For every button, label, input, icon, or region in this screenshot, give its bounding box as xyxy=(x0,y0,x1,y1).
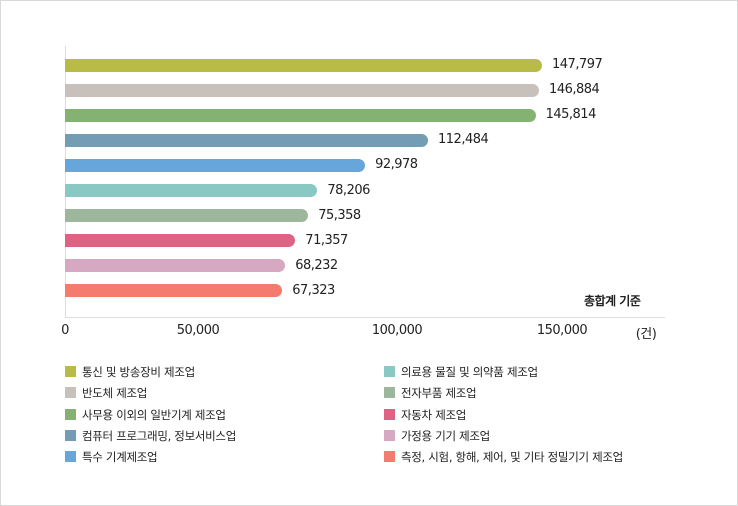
data-label: 68,232 xyxy=(295,257,338,273)
data-label: 92,978 xyxy=(375,157,418,173)
legend-swatch xyxy=(384,429,395,441)
bar xyxy=(65,184,318,197)
legend-label: 사무용 이외의 일반기계 제조업 xyxy=(82,407,226,422)
bar xyxy=(65,259,286,273)
x-tick-label: 50,000 xyxy=(176,323,220,338)
bar xyxy=(65,83,540,97)
legend-item: 의료용 물질 및 의약품 제조업 xyxy=(384,365,538,379)
legend-item: 전자부품 제조업 xyxy=(384,386,477,401)
x-tick-label: 0 xyxy=(61,323,69,338)
legend-label: 의료용 물질 및 의약품 제조업 xyxy=(401,365,538,379)
legend-label: 측정, 시험, 항해, 제어, 및 기타 정밀기기 제조업 xyxy=(401,450,623,465)
data-label: 71,357 xyxy=(305,232,348,248)
legend-swatch xyxy=(65,429,76,441)
legend-label: 전자부품 제조업 xyxy=(401,386,477,401)
x-axis-line xyxy=(65,317,665,318)
legend-swatch xyxy=(65,366,76,377)
legend-item: 측정, 시험, 항해, 제어, 및 기타 정밀기기 제조업 xyxy=(384,450,623,464)
legend-item: 가정용 기기 제조업 xyxy=(384,429,490,443)
legend-item: 자동차 제조업 xyxy=(384,408,466,422)
bar xyxy=(65,58,542,72)
annotation: 총합계 기준 xyxy=(584,294,641,308)
bar xyxy=(65,133,429,147)
y-axis-line xyxy=(65,46,66,317)
unit-label: (건) xyxy=(635,327,657,342)
data-label: 78,206 xyxy=(327,182,370,198)
bar xyxy=(65,209,309,223)
bar xyxy=(65,158,366,172)
legend-label: 컴퓨터 프로그래밍, 정보서비스업 xyxy=(82,428,236,443)
data-label: 146,884 xyxy=(549,82,600,98)
bar xyxy=(65,284,283,298)
x-tick-label: 150,000 xyxy=(536,323,588,338)
legend-swatch xyxy=(384,387,395,399)
legend-label: 가정용 기기 제조업 xyxy=(401,428,490,443)
data-label: 67,323 xyxy=(292,282,335,298)
legend-item: 통신 및 방송장비 제조업 xyxy=(65,365,195,379)
legend-item: 특수 기계제조업 xyxy=(65,450,158,465)
bar xyxy=(65,234,296,248)
legend-swatch xyxy=(384,451,395,463)
data-label: 75,358 xyxy=(318,207,361,223)
legend-label: 특수 기계제조업 xyxy=(82,450,158,465)
legend-swatch xyxy=(65,387,76,399)
data-label: 147,797 xyxy=(552,57,603,72)
legend-swatch xyxy=(65,408,76,420)
legend-label: 반도체 제조업 xyxy=(82,386,148,401)
data-label: 145,814 xyxy=(545,107,597,123)
bar xyxy=(65,108,536,122)
legend-swatch xyxy=(65,451,76,463)
legend-swatch xyxy=(384,366,395,377)
legend-swatch xyxy=(384,408,395,420)
legend-item: 반도체 제조업 xyxy=(65,386,147,400)
legend-item: 컴퓨터 프로그래밍, 정보서비스업 xyxy=(65,429,236,443)
data-label: 112,484 xyxy=(438,132,489,148)
legend-item: 사무용 이외의 일반기계 제조업 xyxy=(65,408,226,422)
legend-label: 통신 및 방송장비 제조업 xyxy=(82,365,195,379)
x-tick-label: 100,000 xyxy=(371,323,423,338)
legend-label: 자동차 제조업 xyxy=(401,407,467,422)
